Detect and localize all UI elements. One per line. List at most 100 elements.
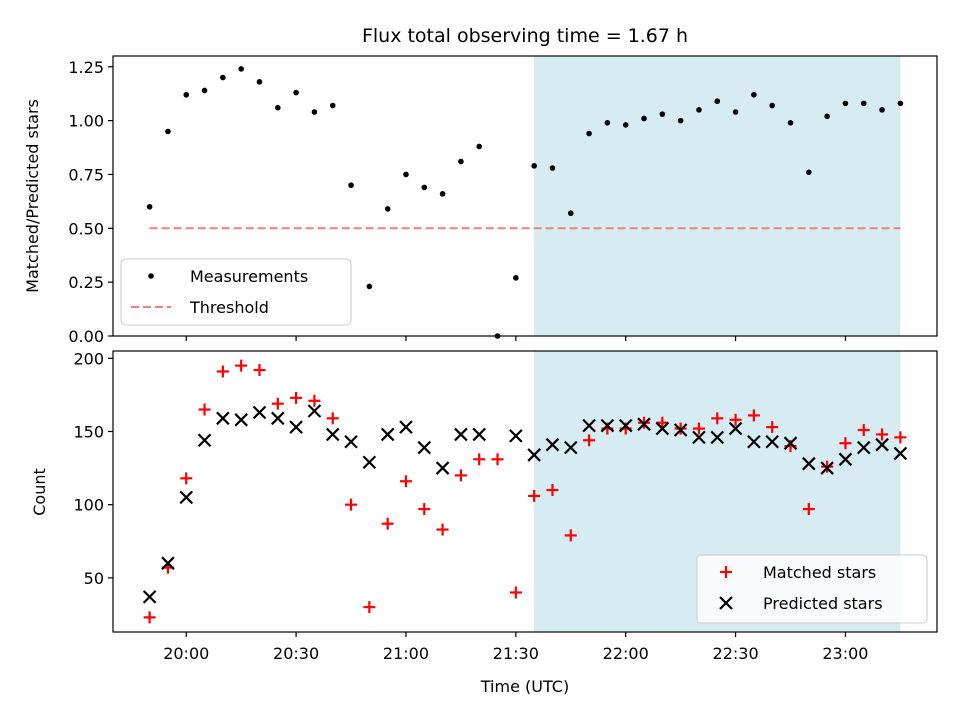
matched-star-point xyxy=(564,529,577,542)
predicted-star-point xyxy=(856,440,871,455)
measurement-point xyxy=(714,98,721,105)
legend-predicted-marker xyxy=(719,596,733,610)
predicted-star-point xyxy=(161,556,175,570)
matched-star-point xyxy=(839,437,852,450)
predicted-star-point xyxy=(838,452,853,467)
top-y-tick-label: 1.00 xyxy=(68,112,104,131)
predicted-star-point xyxy=(142,590,157,604)
legend-matched-marker xyxy=(720,566,732,578)
bottom-legend-box xyxy=(696,554,928,624)
matched-star-point xyxy=(894,431,907,444)
matched-star-point xyxy=(271,397,284,410)
measurement-point xyxy=(549,165,556,171)
bottom-y-tick-label: 50 xyxy=(84,569,104,588)
matched-star-point xyxy=(802,503,815,516)
measurement-point xyxy=(439,191,446,197)
matched-star-point xyxy=(326,412,339,425)
matched-star-point xyxy=(454,469,467,482)
top-panel: 0.00 0.25 0.50 0.75 1.00 1.25 Matched/Predict… xyxy=(23,55,938,346)
matched-star-point xyxy=(766,421,779,434)
matched-star-point xyxy=(363,601,376,614)
measurement-point xyxy=(256,79,263,85)
matched-star-point xyxy=(216,365,229,378)
predicted-star-point xyxy=(197,433,212,448)
measurement-point xyxy=(659,111,666,117)
predicted-star-point xyxy=(710,430,725,445)
measurement-point xyxy=(311,109,318,115)
bottom-x-tick-label: 20:30 xyxy=(273,644,319,663)
measurement-point xyxy=(183,91,190,98)
bottom-y-tick-label: 150 xyxy=(73,422,104,441)
measurement-point xyxy=(476,143,483,150)
top-legend: Measurements Threshold xyxy=(120,258,352,326)
legend-threshold-label: Threshold xyxy=(189,298,269,317)
measurement-point xyxy=(696,107,702,113)
top-y-tick-label: 0.00 xyxy=(68,327,104,346)
measurement-point xyxy=(586,130,592,137)
bottom-y-ticks: 50 100 150 200 xyxy=(73,349,113,588)
predicted-star-point xyxy=(509,429,523,443)
predicted-star-point xyxy=(747,434,761,449)
bottom-x-tick-label: 21:00 xyxy=(383,644,429,663)
predicted-star-point xyxy=(563,440,578,455)
measurement-point xyxy=(604,119,611,126)
bottom-y-axis-label: Count xyxy=(30,468,49,516)
measurement-point xyxy=(513,275,519,281)
predicted-star-point xyxy=(637,417,651,431)
matched-star-point xyxy=(253,364,266,377)
predicted-star-point xyxy=(252,405,267,420)
measurement-point xyxy=(842,100,849,107)
measurement-point xyxy=(677,117,684,124)
matched-star-point xyxy=(418,503,431,516)
predicted-star-point xyxy=(783,436,798,450)
top-y-tick-label: 0.75 xyxy=(68,165,104,184)
predicted-star-point xyxy=(271,411,285,426)
bottom-legend: Matched stars Predicted stars xyxy=(696,554,928,624)
predicted-star-point xyxy=(655,421,670,436)
x-axis-label: Time (UTC) xyxy=(480,677,569,696)
top-x-ticks xyxy=(185,336,847,341)
legend-matched-label: Matched stars xyxy=(763,563,876,582)
measurement-point xyxy=(567,210,574,217)
matched-star-point xyxy=(711,412,724,425)
predicted-star-point xyxy=(325,427,340,442)
matched-star-point xyxy=(290,391,303,404)
bottom-x-tick-label: 22:30 xyxy=(713,644,759,663)
measurement-point xyxy=(165,128,171,135)
predicted-star-point xyxy=(673,423,688,437)
predicted-star-point xyxy=(417,440,432,455)
matched-star-point xyxy=(381,517,394,530)
measurement-point xyxy=(403,171,409,178)
measurement-point xyxy=(860,100,867,107)
measurement-point xyxy=(384,206,391,212)
chart-title: Flux total observing time = 1.67 h xyxy=(362,25,688,47)
measurement-point xyxy=(641,115,647,122)
predicted-star-point xyxy=(380,427,395,442)
predicted-star-point xyxy=(344,434,358,449)
top-y-tick-label: 1.25 xyxy=(68,58,104,77)
matched-star-point xyxy=(143,611,156,624)
predicted-star-point xyxy=(472,427,487,442)
matched-star-point xyxy=(345,498,358,511)
matched-star-point xyxy=(473,453,486,466)
predicted-star-point xyxy=(728,421,743,436)
bottom-y-tick-label: 100 xyxy=(73,496,104,515)
measurement-point xyxy=(622,122,629,128)
measurement-point xyxy=(201,87,208,94)
predicted-star-point xyxy=(362,455,377,470)
matched-star-point xyxy=(308,394,321,407)
predicted-star-point xyxy=(820,461,834,475)
measurement-point xyxy=(787,119,794,126)
measurement-point xyxy=(531,163,537,169)
predicted-star-point xyxy=(692,430,706,445)
measurement-point xyxy=(897,100,904,107)
matched-star-point xyxy=(583,434,596,447)
bottom-y-tick-label: 200 xyxy=(73,349,104,368)
predicted-star-point xyxy=(454,427,468,442)
matched-star-point xyxy=(436,523,449,536)
predicted-star-point xyxy=(289,420,303,434)
bottom-panel: 50 100 150 200 20:00 20:30 21:00 21:30 22:00 22:… xyxy=(30,349,938,696)
top-axes-frame xyxy=(112,55,938,337)
bottom-x-tick-label: 23:00 xyxy=(822,644,868,663)
